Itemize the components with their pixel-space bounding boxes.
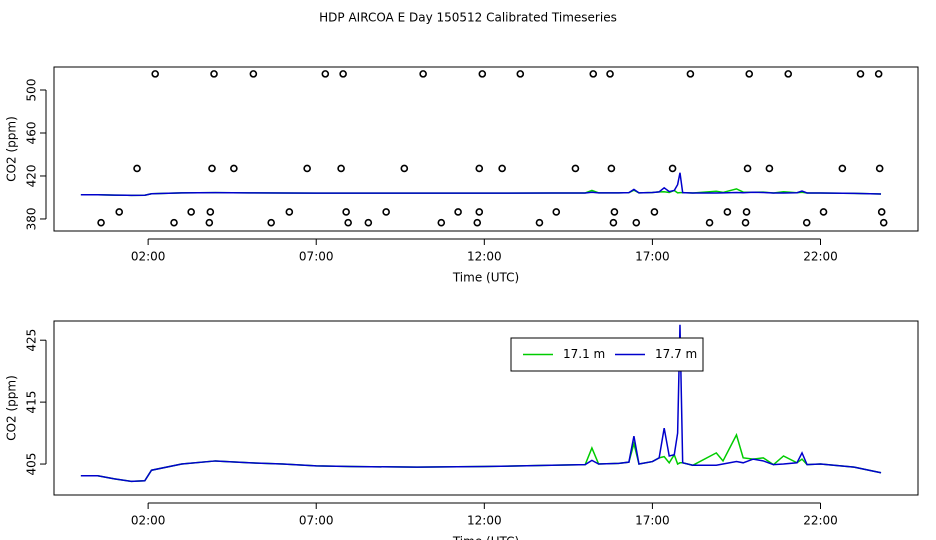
flag-point: [419, 70, 427, 78]
flag-point: [342, 208, 350, 216]
flag-point: [285, 208, 294, 216]
flag-point: [151, 70, 159, 78]
y-tick-label: 405: [25, 453, 39, 476]
flag-point: [571, 164, 580, 173]
flag-point: [249, 70, 258, 78]
legend-label: 17.7 m: [655, 347, 697, 361]
flag-point: [552, 208, 561, 216]
flag-point: [650, 208, 659, 216]
flag-point: [208, 164, 216, 173]
flag-point: [170, 218, 178, 227]
flag-point: [400, 164, 409, 173]
series-line: [80, 324, 882, 483]
legend-label: 17.1 m: [563, 347, 605, 361]
flag-point: [723, 208, 732, 216]
series-line: [80, 172, 882, 197]
flag-point: [97, 218, 105, 227]
y-tick-label: 500: [25, 79, 39, 102]
flag-point: [686, 70, 695, 78]
flag-point: [819, 208, 828, 216]
flag-point: [609, 218, 618, 227]
flag-point: [743, 164, 752, 173]
flag-point: [516, 70, 525, 78]
flag-point: [210, 70, 218, 78]
flag-point: [230, 164, 238, 173]
flag-point: [437, 218, 446, 227]
flag-point: [115, 208, 124, 216]
chart-title: HDP AIRCOA E Day 150512 Calibrated Times…: [319, 11, 617, 25]
flag-point: [606, 70, 614, 78]
flag-point: [765, 164, 774, 173]
flag-point: [187, 208, 195, 216]
y-axis-label: CO2 (ppm): [5, 375, 19, 441]
flag-point: [877, 208, 886, 216]
flag-point: [339, 70, 347, 78]
flag-point: [337, 164, 345, 173]
y-tick-label: 380: [25, 208, 39, 231]
flag-point: [610, 208, 619, 216]
flag-point: [321, 70, 330, 78]
y-tick-label: 425: [25, 329, 39, 352]
x-tick-label: 22:00: [803, 514, 838, 528]
plot-frame: [53, 66, 919, 232]
flag-point: [632, 218, 641, 227]
plot-area: [80, 70, 888, 227]
flag-point: [705, 218, 714, 227]
flag-point: [875, 164, 884, 173]
x-tick-label: 17:00: [635, 250, 670, 264]
flag-point: [498, 164, 506, 173]
x-tick-label: 17:00: [635, 514, 670, 528]
flag-point: [382, 208, 390, 216]
flag-point: [303, 164, 311, 173]
y-tick-label: 420: [25, 165, 39, 188]
flag-point: [478, 70, 487, 78]
flag-point: [364, 218, 373, 227]
flag-point: [206, 208, 215, 216]
x-axis-label: Time (UTC): [452, 271, 519, 285]
flag-point: [535, 218, 544, 227]
flag-point: [668, 164, 677, 173]
x-tick-label: 02:00: [131, 250, 166, 264]
flag-point: [344, 218, 352, 227]
flag-point: [802, 218, 811, 227]
flag-point: [473, 218, 482, 227]
flag-point: [475, 208, 484, 216]
series-line: [80, 432, 882, 483]
flag-point: [205, 218, 214, 227]
plot-frame: [53, 320, 919, 496]
x-tick-label: 12:00: [467, 514, 502, 528]
flag-point: [879, 218, 888, 227]
x-tick-label: 07:00: [299, 514, 334, 528]
y-tick-label: 460: [25, 122, 39, 145]
x-tick-label: 02:00: [131, 514, 166, 528]
x-tick-label: 12:00: [467, 250, 502, 264]
y-tick-label: 415: [25, 391, 39, 414]
flag-point: [475, 164, 484, 173]
flag-point: [741, 218, 750, 227]
flag-point: [267, 218, 275, 227]
flag-point: [454, 208, 462, 216]
flag-point: [589, 70, 598, 78]
flag-point: [742, 208, 751, 216]
x-tick-label: 22:00: [803, 250, 838, 264]
flag-point: [838, 164, 847, 173]
flag-point: [856, 70, 865, 78]
flag-point: [874, 70, 883, 78]
x-axis-label: Time (UTC): [452, 535, 519, 540]
flag-point: [607, 164, 616, 173]
flag-point: [745, 70, 754, 78]
y-axis-label: CO2 (ppm): [5, 116, 19, 182]
flag-point: [784, 70, 793, 78]
plot-area: [80, 324, 882, 483]
x-tick-label: 07:00: [299, 250, 334, 264]
flag-point: [133, 164, 141, 173]
